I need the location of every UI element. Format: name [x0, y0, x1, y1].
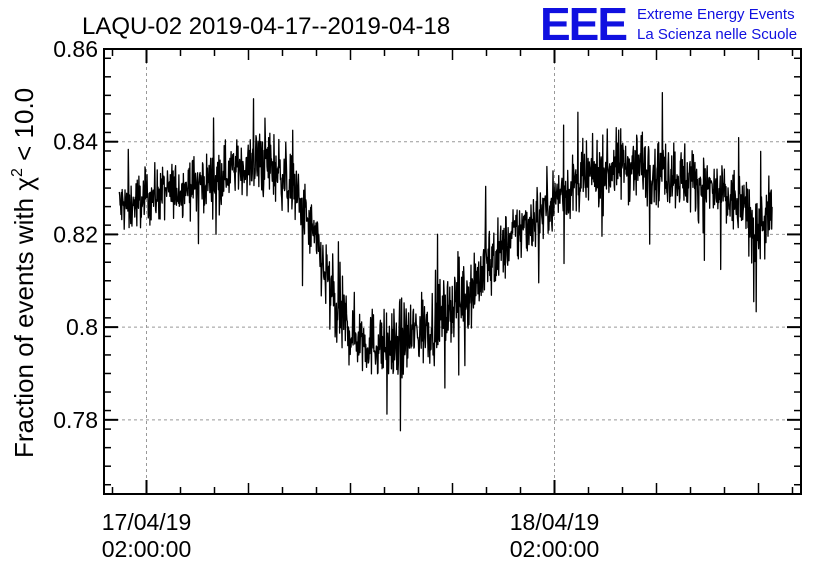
y-axis-label-threshold: < 10.0 — [9, 88, 39, 168]
grid-lines — [104, 48, 801, 494]
y-tick-label: 0.84 — [53, 129, 98, 155]
plot-frame — [103, 48, 802, 495]
x-tick-label-time: 02:00:00 — [102, 536, 192, 562]
y-axis-label: Fraction of events with χ2 < 10.0 — [9, 88, 39, 458]
logo-line-1: Extreme Energy Events — [637, 6, 795, 23]
chart-title: LAQU-02 2019-04-17--2019-04-18 — [82, 13, 450, 40]
axis-ticks: 0.780.80.820.840.8617/04/1902:00:0018/04… — [53, 36, 801, 562]
x-tick-label-date: 18/04/19 — [510, 509, 600, 535]
data-series — [118, 91, 773, 432]
y-tick-label: 0.8 — [66, 314, 98, 340]
y-tick-label: 0.86 — [53, 36, 98, 62]
y-tick-label: 0.82 — [53, 221, 98, 247]
eee-logo: EEE Extreme Energy Events La Scienza nel… — [540, 0, 797, 50]
y-tick-label: 0.78 — [53, 407, 98, 433]
series-line — [118, 91, 773, 432]
x-tick-label-time: 02:00:00 — [510, 536, 600, 562]
y-axis-label-sup: 2 — [9, 168, 26, 177]
y-axis-label-main: Fraction of events with χ — [9, 177, 39, 458]
x-tick-label-date: 17/04/19 — [102, 509, 192, 535]
logo-line-2: La Scienza nelle Scuole — [637, 26, 797, 43]
logo-mark: EEE — [540, 0, 626, 50]
